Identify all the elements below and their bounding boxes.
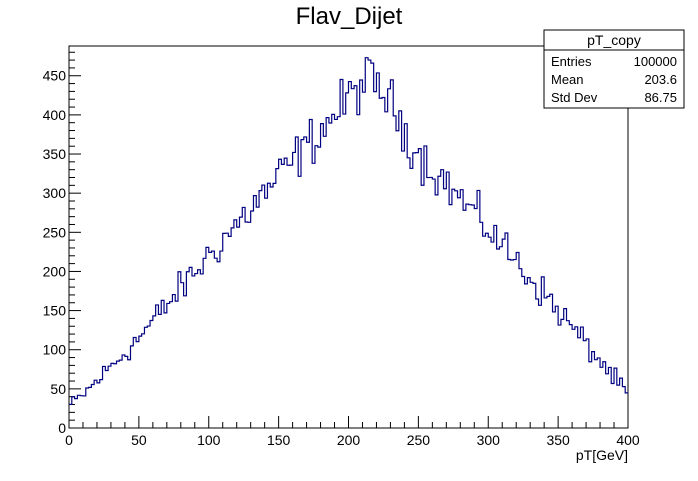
stats-stddev-value: 86.75	[644, 90, 677, 105]
x-tick-label: 0	[65, 432, 73, 448]
stats-mean-value: 203.6	[644, 72, 677, 87]
stats-entries-value: 100000	[634, 54, 677, 69]
y-axis: 0 50 100 150 200 250 300 350 400 450	[43, 51, 81, 436]
y-tick-label: 0	[58, 420, 66, 436]
y-tick-label: 50	[50, 381, 66, 397]
x-tick-label: 400	[616, 432, 640, 448]
x-tick-label: 300	[477, 432, 501, 448]
y-tick-label: 200	[43, 263, 67, 279]
x-tick-label: 150	[267, 432, 291, 448]
x-axis: 0 50 100 150 200 250 300 350 400	[65, 416, 640, 448]
x-tick-label: 250	[407, 432, 431, 448]
x-tick-label: 350	[546, 432, 570, 448]
stats-entries-label: Entries	[551, 54, 592, 69]
y-tick-label: 150	[43, 303, 67, 319]
stats-stddev-label: Std Dev	[551, 90, 598, 105]
stats-mean-label: Mean	[551, 72, 584, 87]
y-tick-label: 350	[43, 146, 67, 162]
x-tick-label: 100	[197, 432, 221, 448]
x-tick-label: 200	[337, 432, 361, 448]
stats-box: pT_copy Entries 100000 Mean 203.6 Std De…	[543, 29, 685, 109]
y-tick-label: 400	[43, 107, 67, 123]
x-axis-label: pT[GeV]	[576, 447, 628, 463]
chart-title: Flav_Dijet	[296, 3, 403, 30]
y-tick-label: 100	[43, 342, 67, 358]
histogram-series	[69, 57, 628, 405]
y-tick-label: 450	[43, 68, 67, 84]
stats-box-title: pT_copy	[587, 32, 641, 48]
y-tick-label: 250	[43, 224, 67, 240]
y-tick-label: 300	[43, 185, 67, 201]
stats-box-frame	[543, 29, 685, 109]
x-tick-label: 50	[131, 432, 147, 448]
